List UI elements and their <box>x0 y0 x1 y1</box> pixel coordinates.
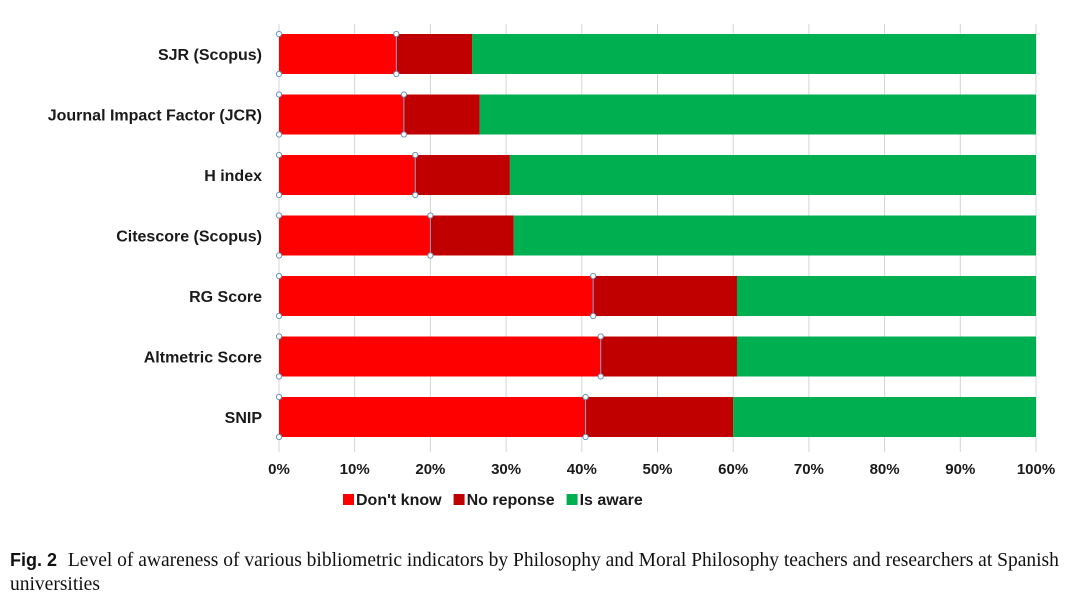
x-tick-label: 100% <box>1017 461 1055 478</box>
selection-handle <box>275 433 283 441</box>
legend-swatch <box>566 494 578 505</box>
category-labels: SJR (Scopus) Journal Impact Factor (JCR) H… <box>48 47 263 427</box>
category-label: SJR (Scopus) <box>158 47 262 64</box>
bar-segment <box>279 215 431 256</box>
selection-handle <box>275 373 283 380</box>
bar-segment <box>403 94 480 135</box>
bar-segment <box>279 336 601 377</box>
bar-segment <box>509 155 1036 195</box>
selection-handle <box>393 30 400 38</box>
x-tick-label: 70% <box>794 461 824 478</box>
selection-handle <box>597 333 604 340</box>
category-label: Citescore (Scopus) <box>116 229 262 246</box>
selection-handle <box>275 30 283 38</box>
category-label: SNIP <box>225 410 263 427</box>
x-tick-label: 20% <box>415 461 445 478</box>
selection-handle <box>275 212 283 219</box>
bar-segment <box>279 276 594 316</box>
selection-handle <box>590 272 597 280</box>
selection-handle <box>400 91 408 98</box>
category-label: RG Score <box>189 289 262 306</box>
selection-handle <box>275 312 283 320</box>
selection-handle <box>275 151 283 159</box>
figure-number: Fig. 2 <box>10 550 58 570</box>
legend: Don't know No reponse Is aware <box>343 492 643 509</box>
selection-handle <box>275 393 283 401</box>
bar-segment <box>415 155 510 195</box>
x-tick-label: 80% <box>870 461 900 478</box>
bar-segment <box>279 155 416 195</box>
figure-caption: Fig. 2 Level of awareness of various bib… <box>10 548 1072 597</box>
category-label: Altmetric Score <box>144 350 262 367</box>
selection-handle <box>590 312 597 320</box>
category-label: Journal Impact Factor (JCR) <box>48 108 262 125</box>
bar-segment <box>736 336 1036 377</box>
bars-layer <box>275 30 1037 441</box>
selection-handle <box>275 70 283 78</box>
selection-handle <box>393 70 400 78</box>
selection-handle <box>412 191 419 199</box>
selection-handle <box>275 252 283 259</box>
legend-entry: Is aware <box>580 492 643 509</box>
selection-handle <box>582 433 589 441</box>
x-tick-label: 30% <box>491 461 521 478</box>
bar-segment <box>736 276 1036 316</box>
legend-entry: No reponse <box>467 492 555 509</box>
x-tick-label: 60% <box>718 461 748 478</box>
bar-segment <box>396 34 473 74</box>
selection-handle <box>275 333 283 340</box>
selection-handle <box>412 151 419 159</box>
bar-segment <box>733 397 1036 437</box>
selection-handle <box>275 272 283 280</box>
bar-segment <box>430 215 514 256</box>
category-label: H index <box>204 168 262 185</box>
selection-handle <box>400 131 408 138</box>
x-tick-label: 90% <box>945 461 975 478</box>
selection-handle <box>597 373 604 380</box>
selection-handle <box>427 252 434 259</box>
x-tick-label: 10% <box>340 461 370 478</box>
bar-segment <box>279 34 397 74</box>
caption-text: Level of awareness of various bibliometr… <box>10 550 1059 595</box>
bar-segment <box>600 336 737 377</box>
legend-entry: Don't know <box>356 492 442 509</box>
legend-swatch <box>343 494 354 505</box>
selection-handle <box>275 131 283 138</box>
x-axis-ticks: 0% 10% 20% 30% 40% 50% 60% 70% 80% 90% 100% <box>268 461 1055 478</box>
selection-handle <box>427 212 434 219</box>
x-tick-label: 40% <box>567 461 597 478</box>
legend-swatch <box>453 494 465 505</box>
bar-segment <box>479 94 1037 135</box>
bar-segment <box>472 34 1036 74</box>
bar-segment <box>585 397 734 437</box>
x-tick-label: 50% <box>642 461 672 478</box>
selection-handle <box>275 191 283 199</box>
x-tick-label: 0% <box>268 461 290 478</box>
selection-handle <box>275 91 283 98</box>
stacked-bar-chart: SJR (Scopus) Journal Impact Factor (JCR) H… <box>48 24 1055 509</box>
bar-segment <box>279 94 404 135</box>
bar-segment <box>513 215 1036 256</box>
bar-segment <box>279 397 586 437</box>
selection-handle <box>582 393 589 401</box>
bar-segment <box>593 276 737 316</box>
